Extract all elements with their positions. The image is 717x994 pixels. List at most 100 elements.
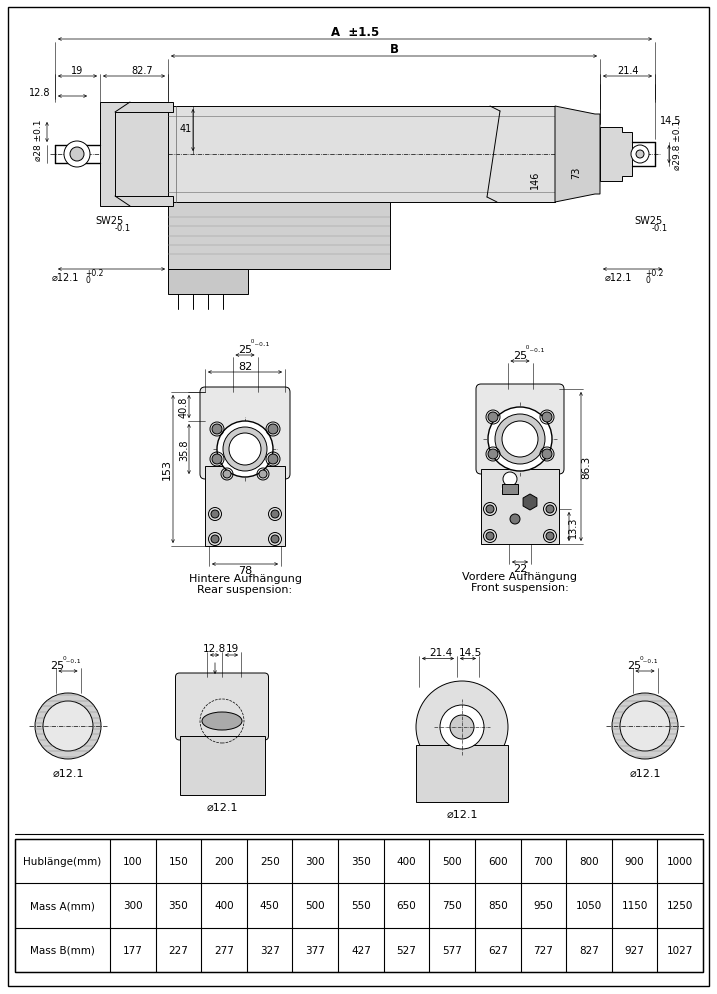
Text: Mass B(mm): Mass B(mm) xyxy=(30,945,95,955)
Text: 13.3: 13.3 xyxy=(568,516,578,538)
Text: 86.3: 86.3 xyxy=(581,455,591,479)
FancyBboxPatch shape xyxy=(476,385,564,474)
Text: 25: 25 xyxy=(513,351,527,361)
Text: 500: 500 xyxy=(305,901,325,911)
Circle shape xyxy=(43,702,93,751)
Text: 427: 427 xyxy=(351,945,371,955)
Circle shape xyxy=(268,424,278,434)
Circle shape xyxy=(223,470,231,478)
Circle shape xyxy=(217,421,273,477)
Bar xyxy=(416,746,508,802)
Text: 327: 327 xyxy=(260,945,280,955)
Circle shape xyxy=(503,472,517,486)
Text: 700: 700 xyxy=(533,856,553,867)
Text: 850: 850 xyxy=(488,901,508,911)
Circle shape xyxy=(488,413,498,422)
Text: 300: 300 xyxy=(305,856,325,867)
Ellipse shape xyxy=(202,713,242,731)
Text: ⁰₋₀.₁: ⁰₋₀.₁ xyxy=(520,345,544,354)
Text: SW25: SW25 xyxy=(634,216,663,226)
Circle shape xyxy=(510,515,520,525)
Circle shape xyxy=(212,424,222,434)
Text: ⁰₋₀.₁: ⁰₋₀.₁ xyxy=(63,656,81,665)
Circle shape xyxy=(502,421,538,457)
Text: A  ±1.5: A ±1.5 xyxy=(331,27,379,40)
Text: 78: 78 xyxy=(238,566,252,576)
Text: 550: 550 xyxy=(351,901,371,911)
Text: 146: 146 xyxy=(530,171,540,189)
Bar xyxy=(168,107,555,203)
Text: 19: 19 xyxy=(72,66,84,76)
Text: 350: 350 xyxy=(351,856,371,867)
Text: 600: 600 xyxy=(488,856,508,867)
Circle shape xyxy=(620,702,670,751)
Text: Hublänge(mm): Hublänge(mm) xyxy=(24,856,102,867)
Text: 650: 650 xyxy=(397,901,417,911)
Text: 82: 82 xyxy=(238,362,252,372)
Circle shape xyxy=(271,536,279,544)
Text: 12.8: 12.8 xyxy=(202,643,226,653)
Text: ⌀12.1: ⌀12.1 xyxy=(446,809,478,819)
Text: 19: 19 xyxy=(225,643,239,653)
Polygon shape xyxy=(600,128,632,182)
Circle shape xyxy=(271,511,279,519)
Text: 200: 200 xyxy=(214,856,234,867)
Circle shape xyxy=(229,433,261,465)
Circle shape xyxy=(416,681,508,773)
Text: 400: 400 xyxy=(397,856,417,867)
Text: 900: 900 xyxy=(625,856,645,867)
Text: 1250: 1250 xyxy=(667,901,693,911)
Text: B: B xyxy=(389,44,399,57)
Text: 14.5: 14.5 xyxy=(458,648,482,658)
Circle shape xyxy=(486,506,494,514)
Text: Vordere Aufhängung: Vordere Aufhängung xyxy=(462,572,577,581)
Text: 14.5: 14.5 xyxy=(660,116,681,126)
Text: 21.4: 21.4 xyxy=(617,66,638,76)
Text: 727: 727 xyxy=(533,945,554,955)
Text: 40.8: 40.8 xyxy=(179,397,189,417)
Text: ⌀12.1: ⌀12.1 xyxy=(52,768,84,778)
Text: 277: 277 xyxy=(214,945,234,955)
Text: ⁰₋₀.₁: ⁰₋₀.₁ xyxy=(640,656,658,665)
Polygon shape xyxy=(100,103,173,207)
Text: 82.7: 82.7 xyxy=(131,66,153,76)
Circle shape xyxy=(64,142,90,168)
Bar xyxy=(179,737,265,795)
Bar xyxy=(205,466,285,547)
Circle shape xyxy=(212,454,222,464)
Text: 1027: 1027 xyxy=(667,945,693,955)
Text: 827: 827 xyxy=(579,945,599,955)
Text: 0: 0 xyxy=(85,276,90,285)
Text: 800: 800 xyxy=(579,856,599,867)
Text: Mass A(mm): Mass A(mm) xyxy=(30,901,95,911)
Text: ⌀12.1: ⌀12.1 xyxy=(630,768,661,778)
Circle shape xyxy=(636,151,644,159)
Circle shape xyxy=(631,146,649,164)
Text: 377: 377 xyxy=(305,945,326,955)
Circle shape xyxy=(450,716,474,740)
Text: 577: 577 xyxy=(442,945,462,955)
Polygon shape xyxy=(555,107,600,203)
Text: -0.1: -0.1 xyxy=(115,225,131,234)
Circle shape xyxy=(211,511,219,519)
Circle shape xyxy=(546,533,554,541)
Text: 150: 150 xyxy=(168,856,189,867)
Text: +0.2: +0.2 xyxy=(85,269,103,278)
Text: 25: 25 xyxy=(238,345,252,355)
Text: +0.2: +0.2 xyxy=(645,269,663,278)
FancyBboxPatch shape xyxy=(176,673,268,741)
Text: 750: 750 xyxy=(442,901,462,911)
Text: ⌀12.1: ⌀12.1 xyxy=(52,272,80,282)
Text: -0.1: -0.1 xyxy=(652,225,668,234)
Text: 1000: 1000 xyxy=(667,856,693,867)
Text: 0: 0 xyxy=(645,276,650,285)
Text: 35.8: 35.8 xyxy=(179,438,189,460)
FancyBboxPatch shape xyxy=(200,388,290,479)
Text: ⌀29.8 ±0.1: ⌀29.8 ±0.1 xyxy=(673,120,682,170)
Text: 250: 250 xyxy=(260,856,280,867)
Text: 527: 527 xyxy=(397,945,417,955)
Text: 1050: 1050 xyxy=(576,901,602,911)
Circle shape xyxy=(542,413,552,422)
Circle shape xyxy=(35,693,101,759)
Text: 25: 25 xyxy=(627,660,641,670)
